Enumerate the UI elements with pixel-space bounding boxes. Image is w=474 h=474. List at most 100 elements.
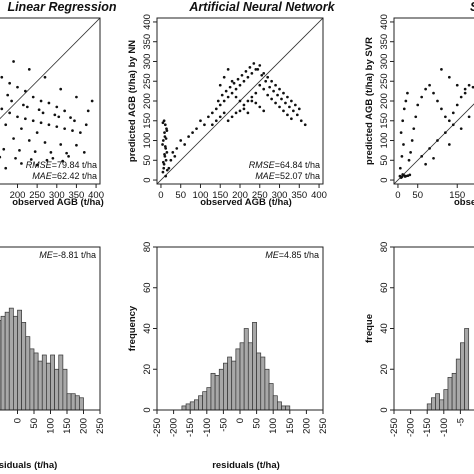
data-point [222, 111, 226, 115]
histogram-bar [79, 397, 84, 410]
data-point [161, 139, 165, 142]
histogram-bar [272, 395, 278, 410]
histogram-bar [447, 377, 453, 410]
x-tick-label: 250 [318, 418, 329, 434]
x-tick-label: 400 [311, 190, 327, 201]
data-point [270, 97, 273, 101]
data-point [165, 151, 169, 154]
data-point [400, 154, 404, 158]
x-tick-label: -50 [218, 418, 229, 432]
data-point [295, 113, 299, 117]
data-point [179, 139, 183, 142]
data-point [402, 107, 406, 111]
data-point [27, 68, 31, 71]
histogram-bar [264, 368, 270, 410]
y-axis-label: predicted AGB (t/ha) by SVR [364, 37, 375, 165]
histogram-bar [439, 399, 445, 410]
x-tick-label: -200 [406, 418, 417, 437]
y-tick-label: 150 [379, 113, 390, 129]
y-tick-label: 200 [142, 93, 153, 109]
data-point [161, 160, 165, 164]
histogram-bar [256, 352, 262, 410]
data-point [63, 127, 66, 131]
data-point [210, 111, 214, 115]
x-tick-label: -150 [422, 418, 433, 437]
annotation-value: =52.07 t/ha [275, 171, 320, 181]
data-point [29, 158, 33, 161]
x-tick-label: 300 [272, 190, 288, 201]
x-tick-label: 50 [252, 418, 263, 429]
data-point [262, 109, 266, 113]
y-tick-label: 60 [379, 282, 390, 293]
y-tick-label: 0 [379, 177, 390, 182]
data-point [216, 99, 220, 103]
data-point [4, 123, 8, 127]
data-point [432, 91, 435, 95]
histogram-bar [70, 393, 76, 410]
data-point [455, 83, 459, 87]
data-point [86, 109, 90, 113]
data-point [0, 155, 2, 159]
data-point [165, 168, 169, 172]
data-point [278, 87, 281, 91]
data-point [230, 79, 234, 83]
x-tick-label: 100 [268, 418, 279, 434]
data-point [282, 91, 285, 95]
y-tick-label: 350 [379, 34, 390, 50]
data-point [84, 123, 88, 127]
chart-title: Support Ve [470, 0, 474, 14]
histogram-bar [464, 328, 470, 410]
data-point [407, 158, 411, 162]
annotation-label: MAE [255, 171, 276, 181]
data-point [79, 131, 82, 134]
data-point [10, 99, 13, 103]
y-tick-label: 0 [379, 407, 390, 412]
data-point [242, 79, 246, 83]
data-point [71, 129, 74, 132]
data-point [284, 101, 287, 105]
data-point [297, 107, 301, 111]
data-point [218, 83, 222, 87]
histogram-bar [74, 395, 80, 410]
data-point [41, 111, 45, 115]
data-point [403, 175, 407, 178]
annotation-value: =-8.81 t/ha [53, 250, 96, 260]
data-point [222, 99, 226, 103]
x-tick-label: 150 [449, 190, 465, 201]
y-tick-label: 400 [142, 14, 153, 30]
data-point [404, 99, 408, 103]
y-tick-label: 50 [142, 155, 153, 166]
x-tick-label: 50 [175, 190, 186, 201]
y-tick-label: 0 [142, 407, 153, 412]
y-tick-label: 200 [379, 93, 390, 109]
data-point [25, 105, 29, 109]
data-point [234, 111, 238, 115]
data-point [463, 87, 467, 91]
data-point [276, 93, 279, 97]
data-point [224, 89, 228, 93]
data-point [195, 127, 198, 131]
data-point [292, 109, 295, 113]
x-tick-label: -200 [169, 418, 180, 437]
histogram-bar [198, 395, 204, 410]
histogram-bar [443, 389, 449, 410]
data-point [293, 103, 297, 107]
x-tick-label: -250 [152, 418, 163, 437]
histogram-bar [231, 360, 237, 410]
data-point [451, 111, 455, 115]
data-point [165, 129, 169, 132]
data-point [270, 79, 273, 83]
x-tick-label: 200 [79, 418, 90, 434]
data-point [69, 116, 72, 119]
data-point [399, 131, 403, 134]
y-tick-label: 0 [142, 177, 153, 182]
data-point [169, 158, 173, 162]
data-point [440, 107, 443, 111]
y-tick-label: 250 [379, 73, 390, 89]
data-point [238, 109, 242, 113]
x-tick-label: -150 [185, 418, 196, 437]
data-point [191, 131, 194, 134]
data-point [399, 176, 403, 180]
data-point [12, 60, 15, 63]
